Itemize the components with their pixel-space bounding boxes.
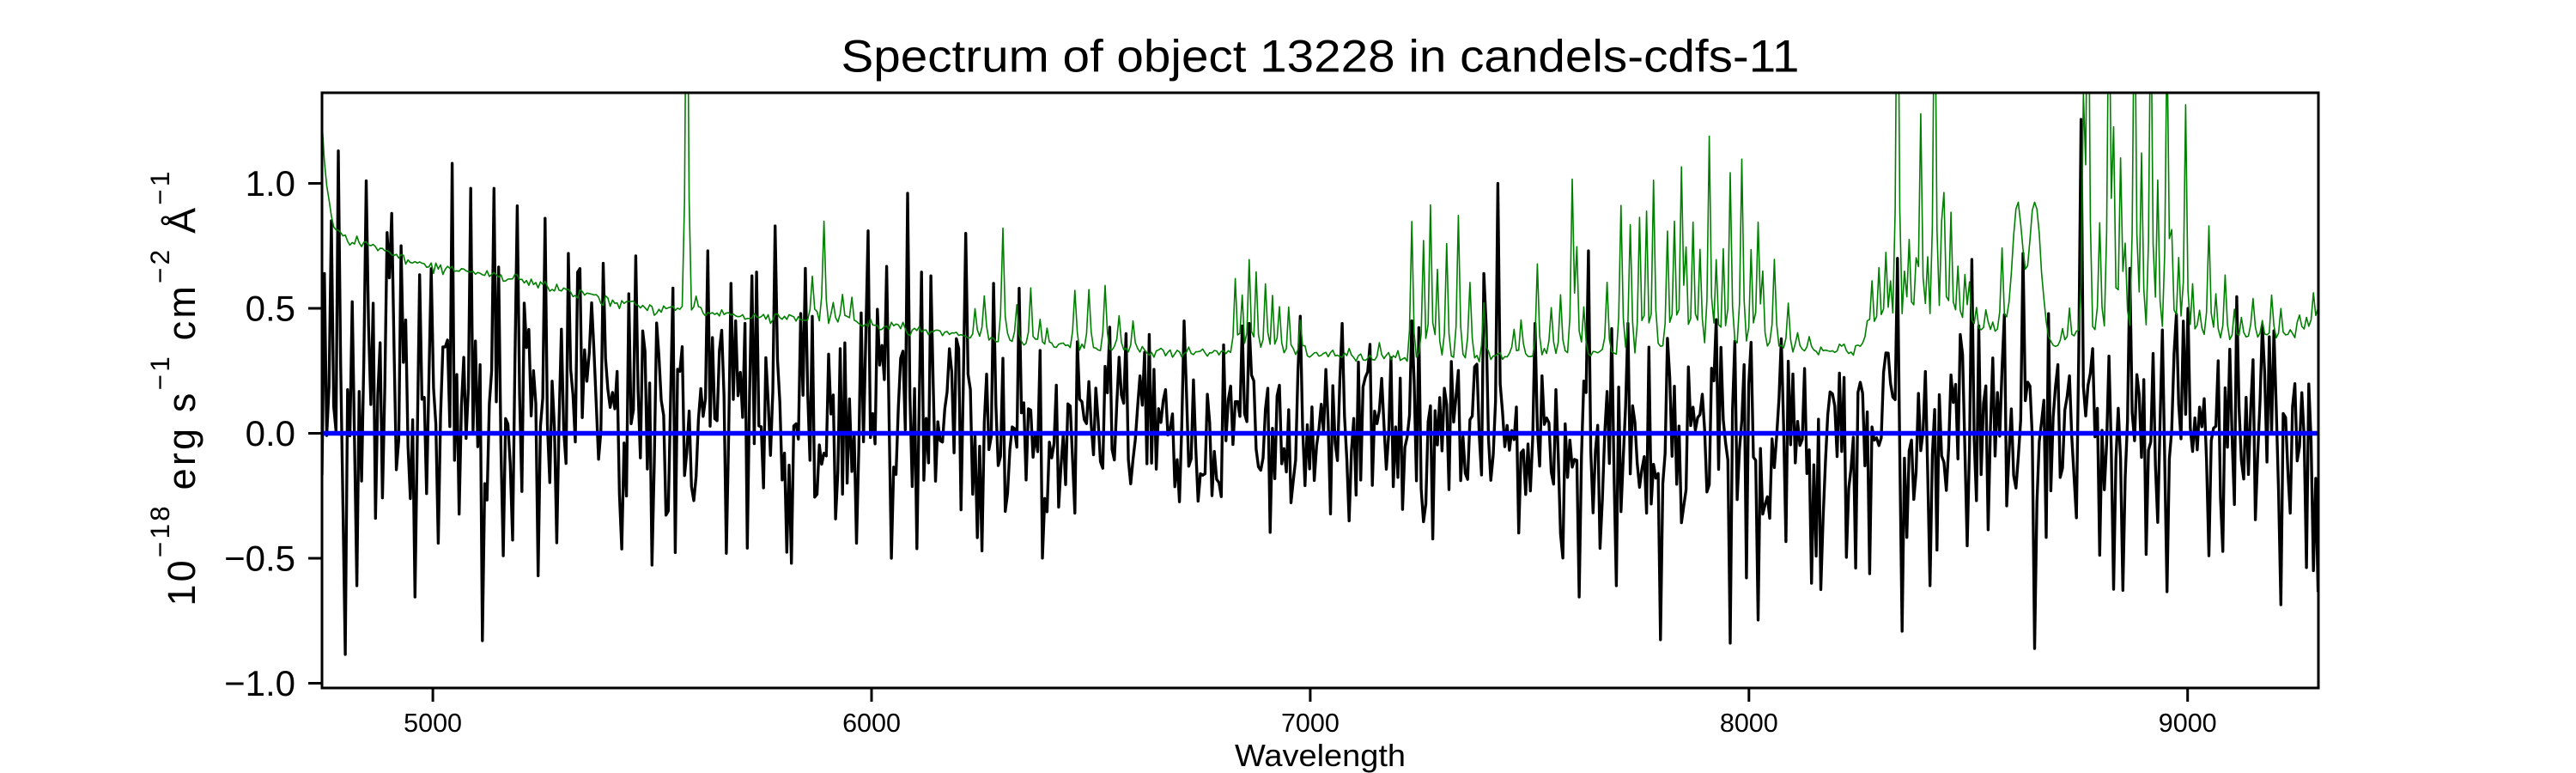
svg-text:7000: 7000	[1281, 709, 1340, 738]
svg-text:5000: 5000	[404, 709, 462, 738]
svg-text:8000: 8000	[1720, 709, 1778, 738]
svg-text:1.0: 1.0	[246, 163, 295, 204]
svg-text:0.5: 0.5	[246, 289, 295, 329]
svg-text:Spectrum of object 13228 in ca: Spectrum of object 13228 in candels-cdfs…	[841, 32, 1800, 82]
svg-text:Wavelength: Wavelength	[1235, 738, 1406, 773]
svg-text:6000: 6000	[842, 709, 901, 738]
svg-text:−1.0: −1.0	[224, 663, 295, 703]
svg-text:9000: 9000	[2159, 709, 2217, 738]
svg-text:0.0: 0.0	[246, 413, 295, 453]
svg-text:−0.5: −0.5	[224, 539, 295, 579]
